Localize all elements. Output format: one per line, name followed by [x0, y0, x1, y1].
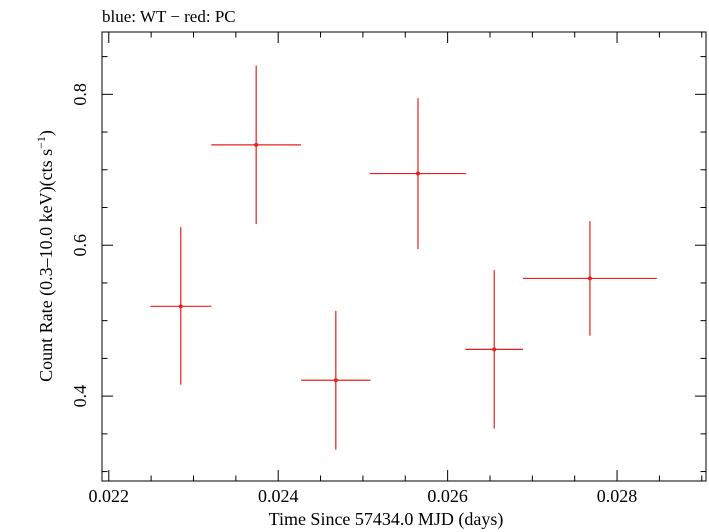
data-point — [369, 98, 467, 249]
x-tick-label: 0.024 — [258, 486, 299, 506]
axis-ticks — [102, 32, 706, 481]
data-point — [150, 227, 212, 385]
data-marker — [587, 276, 592, 281]
y-tick-label: 0.4 — [70, 385, 90, 408]
y-axis-label-main: Count Rate (0.3–10.0 keV)(cts s — [36, 149, 57, 382]
y-axis-label: Count Rate (0.3–10.0 keV)(cts s−1) — [34, 130, 57, 382]
data-series — [150, 65, 657, 450]
x-tick-label: 0.026 — [427, 486, 468, 506]
chart-title: blue: WT − red: PC — [102, 7, 236, 26]
data-marker — [178, 304, 183, 309]
plot-frame — [101, 31, 707, 482]
data-marker — [415, 171, 420, 176]
x-axis-label: Time Since 57434.0 MJD (days) — [269, 509, 504, 530]
y-axis-label-close: ) — [36, 130, 57, 136]
y-tick-label: 0.8 — [70, 83, 90, 106]
data-point — [301, 310, 371, 450]
data-marker — [333, 378, 338, 383]
y-axis-label-exponent: −1 — [34, 136, 48, 149]
data-point — [465, 270, 524, 429]
data-marker — [492, 347, 497, 352]
data-marker — [254, 142, 259, 147]
data-point — [211, 65, 302, 225]
y-tick-label: 0.6 — [70, 234, 90, 257]
x-tick-label: 0.022 — [89, 486, 130, 506]
axis-tick-labels: 0.022 0.024 0.026 0.028 0.4 0.6 0.8 — [70, 83, 637, 506]
data-point — [523, 221, 657, 336]
x-tick-label: 0.028 — [597, 486, 638, 506]
